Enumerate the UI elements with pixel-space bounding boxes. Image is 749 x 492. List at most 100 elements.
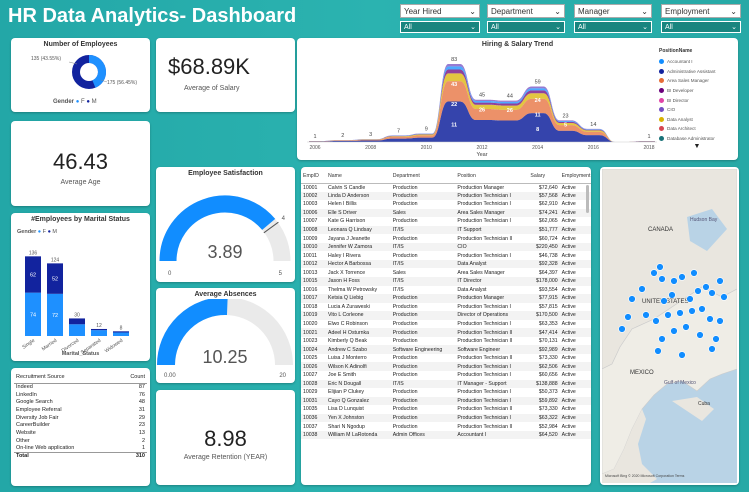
legend-item[interactable]: Database Administrator <box>659 134 735 144</box>
table-row[interactable]: 10031 Cayo Q Gonzalez Production Production… <box>301 396 591 406</box>
map-pin[interactable] <box>702 283 710 291</box>
ribbon-series[interactable] <box>309 73 655 142</box>
slicer-value-box[interactable]: All ⌄ <box>400 21 480 33</box>
slicer-year-hired[interactable]: Year Hired ⌄ All ⌄ <box>400 4 480 36</box>
map-pin[interactable] <box>670 277 678 285</box>
table-row[interactable]: Website 13 <box>14 429 147 437</box>
column-header[interactable]: Employment <box>559 169 591 184</box>
slicer-value-box[interactable]: All ⌄ <box>661 21 741 33</box>
table-row[interactable]: 10020 Elwo C Robinson Production Production… <box>301 320 591 329</box>
ribbon-series[interactable] <box>309 81 655 142</box>
column-header[interactable]: Position <box>455 169 529 184</box>
table-row[interactable]: On-line Web application 1 <box>14 445 147 453</box>
column-header[interactable]: Recruitment Source <box>14 371 117 384</box>
bar-f[interactable] <box>69 324 85 336</box>
table-row[interactable]: 10013 Jack X Torrence Sales Area Sales Mana… <box>301 268 591 277</box>
table-row[interactable]: 10009 Jayana J Jeanette Production Producti… <box>301 234 591 243</box>
table-row[interactable]: 10021 Adeel H Osturnka Production Productio… <box>301 328 591 337</box>
map-canvas[interactable]: Hudson Bay CANADA UNITED STATES Gulf of … <box>602 169 737 483</box>
map-pin[interactable] <box>720 293 728 301</box>
slicer-value-box[interactable]: All ⌄ <box>487 21 565 33</box>
legend-scroll-down-icon[interactable]: ▼ <box>693 143 701 151</box>
slicer-department[interactable]: Department ⌄ All ⌄ <box>487 4 565 36</box>
slicer-manager[interactable]: Manager ⌄ All ⌄ <box>574 4 652 36</box>
map-pin[interactable] <box>688 307 696 315</box>
slicer-value-box[interactable]: All ⌄ <box>574 21 652 33</box>
table-row[interactable]: 10026 Wilson K Adinolfi Production Producti… <box>301 362 591 372</box>
column-header[interactable]: Count <box>116 371 147 384</box>
legend-item[interactable]: Data Architect <box>659 124 735 134</box>
map-pin[interactable] <box>654 347 662 355</box>
table-row[interactable]: 10008 Leonara Q Lindsay IT/IS IT Support $51… <box>301 225 591 235</box>
map-pin[interactable] <box>698 305 706 313</box>
map-pin[interactable] <box>682 323 690 331</box>
table-row[interactable]: 10024 Andrew C Szabo Software Engineering S… <box>301 345 591 354</box>
table-row[interactable]: 10016 Thelma W Petrowsky IT/IS Data Analyst… <box>301 286 591 295</box>
map-pin[interactable] <box>678 351 686 359</box>
map-pin[interactable] <box>670 327 678 335</box>
legend-item[interactable]: Accountant I <box>659 57 735 67</box>
legend-item[interactable]: Area Sales Manager <box>659 76 735 86</box>
map-pin[interactable] <box>624 313 632 321</box>
bar-m[interactable] <box>69 318 85 325</box>
legend-item[interactable]: Administrative Assistant <box>659 67 735 77</box>
bar-m[interactable] <box>113 331 129 333</box>
legend-item[interactable]: Data Analyst <box>659 115 735 125</box>
column-header[interactable]: EmpID <box>301 169 327 184</box>
donut-slice-f[interactable] <box>72 55 106 89</box>
map-pin[interactable] <box>618 325 626 333</box>
map-pin[interactable] <box>658 335 666 343</box>
table-row[interactable]: 10002 Linda D Anderson Production Productio… <box>301 191 591 201</box>
slicer-employment[interactable]: Employment ⌄ All ⌄ <box>661 4 741 36</box>
bar-f[interactable] <box>91 330 107 336</box>
table-row[interactable]: CareerBuilder 23 <box>14 421 147 429</box>
table-row[interactable]: 10001 Calvin S Candle Production Production… <box>301 183 591 192</box>
table-row[interactable]: 10023 Kimberly Q Beak Production Production… <box>301 337 591 346</box>
map-pin[interactable] <box>638 285 646 293</box>
map-pin[interactable] <box>696 331 704 339</box>
table-row[interactable]: Diversity Job Fair 29 <box>14 414 147 422</box>
table-row[interactable]: 10038 William M LaRotonda Admin Offices Acc… <box>301 430 591 440</box>
map-pin[interactable] <box>694 287 702 295</box>
map-pin[interactable] <box>658 275 666 283</box>
map-pin[interactable] <box>706 315 714 323</box>
map-pin[interactable] <box>642 311 650 319</box>
map-pin[interactable] <box>716 277 724 285</box>
table-scrollbar[interactable] <box>586 185 589 213</box>
legend-item[interactable]: CIO <box>659 105 735 115</box>
map-pin[interactable] <box>668 291 676 299</box>
table-row[interactable]: 10012 Hector A Barbossa IT/IS Data Analyst $… <box>301 259 591 269</box>
table-row[interactable]: 10019 Vito L Corleone Production Director o… <box>301 311 591 320</box>
map-pin[interactable] <box>652 317 660 325</box>
column-header[interactable]: Salary <box>528 169 560 184</box>
table-row[interactable]: 10035 Lisa D Lunquist Production Production… <box>301 405 591 414</box>
bar-m[interactable] <box>47 263 63 294</box>
table-row[interactable]: 10010 Jennifer W Zamora IT/IS CIO $220,450 Ac… <box>301 242 591 252</box>
map-pin[interactable] <box>656 263 664 271</box>
map-pin[interactable] <box>676 309 684 317</box>
bar-f[interactable] <box>47 293 63 336</box>
map-pin[interactable] <box>660 297 668 305</box>
table-row[interactable]: 10018 Lucia A Zuraweski Production Producti… <box>301 303 591 312</box>
table-row[interactable]: 10017 Ketsia Q Liebig Production Production… <box>301 294 591 303</box>
table-row[interactable]: 10006 Elle S Driver Sales Area Sales Manage… <box>301 208 591 218</box>
map-pin[interactable] <box>712 335 720 343</box>
map-pin[interactable] <box>708 289 716 297</box>
map-pin[interactable] <box>686 295 694 303</box>
table-row[interactable]: 10025 Luisa J Monterro Production Productio… <box>301 354 591 363</box>
map-pin[interactable] <box>690 269 698 277</box>
table-row[interactable]: 10036 Yen X Johnston Production Production … <box>301 413 591 423</box>
bar-m[interactable] <box>25 256 41 293</box>
ribbon-series[interactable] <box>309 101 655 142</box>
map-pin[interactable] <box>678 273 686 281</box>
bar-m[interactable] <box>91 328 107 331</box>
table-row[interactable]: Indeed 87 <box>14 383 147 391</box>
table-row[interactable]: LinkedIn 76 <box>14 391 147 399</box>
map-pin[interactable] <box>716 317 724 325</box>
table-row[interactable]: 10028 Eric N Dougall IT/IS IT Manager - Sup… <box>301 379 591 389</box>
table-row[interactable]: 10027 Joe E Smith Production Production Tec… <box>301 371 591 380</box>
table-row[interactable]: Employee Referral 31 <box>14 406 147 414</box>
table-row[interactable]: 10029 Elijian P Clukey Production Productio… <box>301 388 591 397</box>
table-row[interactable]: 10007 Kate G Harrison Production Production… <box>301 217 591 226</box>
gauge-fill[interactable] <box>159 195 276 262</box>
